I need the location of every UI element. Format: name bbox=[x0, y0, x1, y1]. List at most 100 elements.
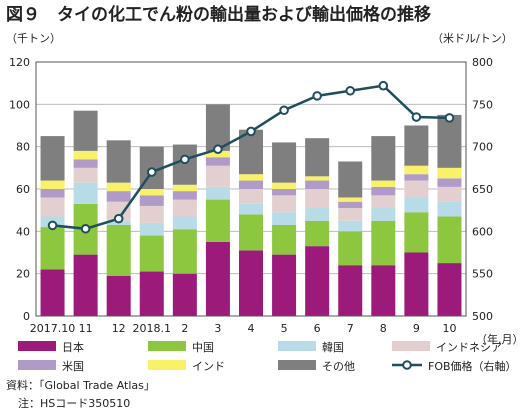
bar-segment bbox=[437, 216, 462, 264]
bar-segment bbox=[172, 216, 197, 230]
legend-swatch bbox=[148, 341, 186, 351]
bar-segment bbox=[338, 220, 363, 232]
bar-segment bbox=[404, 197, 429, 213]
left-tick-label: 40 bbox=[16, 225, 30, 238]
bar-segment bbox=[404, 174, 429, 181]
axes: 0 20 40 60 80 100 120 500 550 600 650 700 750 800 2017… bbox=[9, 56, 493, 335]
bar-segment bbox=[205, 241, 230, 316]
hs-code-note: 注：HSコード350510 bbox=[18, 396, 130, 410]
bar-segment bbox=[371, 195, 396, 209]
fob-price-point bbox=[180, 154, 190, 165]
bar-segment bbox=[272, 142, 297, 183]
bar-segment bbox=[305, 180, 330, 189]
bar-segment bbox=[305, 220, 330, 247]
fob-price-point bbox=[47, 220, 58, 231]
bar-segment bbox=[371, 265, 396, 316]
bar-segment bbox=[40, 136, 65, 181]
bar-segment bbox=[338, 208, 363, 221]
fob-price-point bbox=[345, 85, 356, 96]
bar-segment bbox=[404, 212, 429, 253]
fob-price-point bbox=[213, 144, 223, 155]
left-tick-label: 100 bbox=[9, 98, 30, 111]
bar-segment bbox=[272, 189, 297, 196]
bar-segment bbox=[437, 186, 462, 202]
bar-segment bbox=[73, 254, 98, 316]
legend-label: インド bbox=[192, 360, 225, 373]
bar-segment bbox=[205, 104, 230, 151]
x-tick-label: 3 bbox=[214, 322, 221, 335]
bar-segment bbox=[305, 208, 330, 221]
bar-segment bbox=[437, 263, 462, 316]
bar-segment bbox=[73, 182, 98, 204]
bar-segment bbox=[205, 150, 230, 158]
left-tick-label: 20 bbox=[16, 268, 30, 281]
right-axis-unit: （米ドル/トン） bbox=[432, 32, 513, 45]
bar-segment bbox=[139, 271, 164, 316]
bar-segment bbox=[172, 184, 197, 192]
x-tick-label: 8 bbox=[380, 322, 387, 335]
bar-segment bbox=[73, 110, 98, 151]
left-tick-label: 60 bbox=[16, 183, 30, 196]
left-tick-label: 0 bbox=[23, 310, 30, 323]
bar-segment bbox=[172, 191, 197, 200]
legend-label: インドネシア bbox=[436, 341, 502, 354]
bar-segment bbox=[139, 195, 164, 206]
legend-swatch bbox=[392, 341, 430, 351]
bar-segment bbox=[139, 189, 164, 196]
x-tick-label: 12 bbox=[112, 322, 126, 335]
right-tick-label: 500 bbox=[472, 310, 493, 323]
x-tick-label: 10 bbox=[442, 322, 456, 335]
bar-segment bbox=[305, 189, 330, 209]
bar-segment bbox=[272, 182, 297, 189]
bar-segment bbox=[272, 254, 297, 316]
fob-price-point bbox=[246, 126, 256, 137]
legend-swatch bbox=[278, 341, 316, 351]
fob-price-point bbox=[312, 91, 322, 101]
bar-segment bbox=[172, 144, 197, 185]
bar-segment bbox=[239, 214, 263, 251]
bar-segment bbox=[305, 176, 330, 181]
bar-segment bbox=[338, 231, 363, 266]
bar-segment bbox=[106, 191, 131, 202]
bar-segment bbox=[305, 246, 330, 316]
bar-segment bbox=[404, 165, 429, 175]
bar-segment bbox=[437, 167, 462, 179]
bar-segment bbox=[106, 275, 131, 316]
left-axis-unit: （千トン） bbox=[6, 32, 61, 45]
x-tick-label: 2017.10 bbox=[30, 322, 76, 335]
bar-segment bbox=[139, 222, 164, 236]
bar-segment bbox=[239, 250, 263, 316]
legend-label: FOB価格（右軸） bbox=[428, 359, 517, 373]
bar-segment bbox=[371, 208, 396, 221]
right-tick-label: 650 bbox=[472, 183, 493, 196]
legend-label: 日本 bbox=[62, 340, 84, 354]
bar-segment bbox=[139, 205, 164, 223]
legend-line-marker bbox=[402, 360, 412, 370]
right-tick-label: 750 bbox=[472, 98, 493, 111]
legend-swatch bbox=[148, 360, 186, 370]
bar-segment bbox=[272, 195, 297, 213]
fob-price-line bbox=[47, 80, 455, 234]
bar-segment bbox=[172, 229, 197, 274]
bar-segment bbox=[338, 161, 363, 198]
fob-price-point bbox=[411, 112, 422, 122]
bar-segment bbox=[205, 199, 230, 242]
x-tick-label: 4 bbox=[248, 322, 255, 335]
bar-segment bbox=[172, 273, 197, 316]
bar-segment bbox=[437, 201, 462, 217]
bar-segment bbox=[404, 252, 429, 316]
legend-label: その他 bbox=[322, 360, 355, 373]
bar-segment bbox=[437, 114, 462, 168]
bar-segment bbox=[73, 150, 98, 160]
bar-segment bbox=[239, 203, 263, 215]
bar-segment bbox=[239, 189, 263, 204]
plot-frame bbox=[35, 61, 467, 317]
fob-price-point bbox=[279, 105, 289, 116]
x-tick-label: 2018.1 bbox=[133, 322, 172, 335]
bar-segment bbox=[205, 157, 230, 166]
left-tick-label: 120 bbox=[9, 56, 30, 69]
x-tick-label: 2 bbox=[181, 322, 188, 335]
bar-segment bbox=[239, 174, 263, 181]
bar-segment bbox=[437, 178, 462, 187]
